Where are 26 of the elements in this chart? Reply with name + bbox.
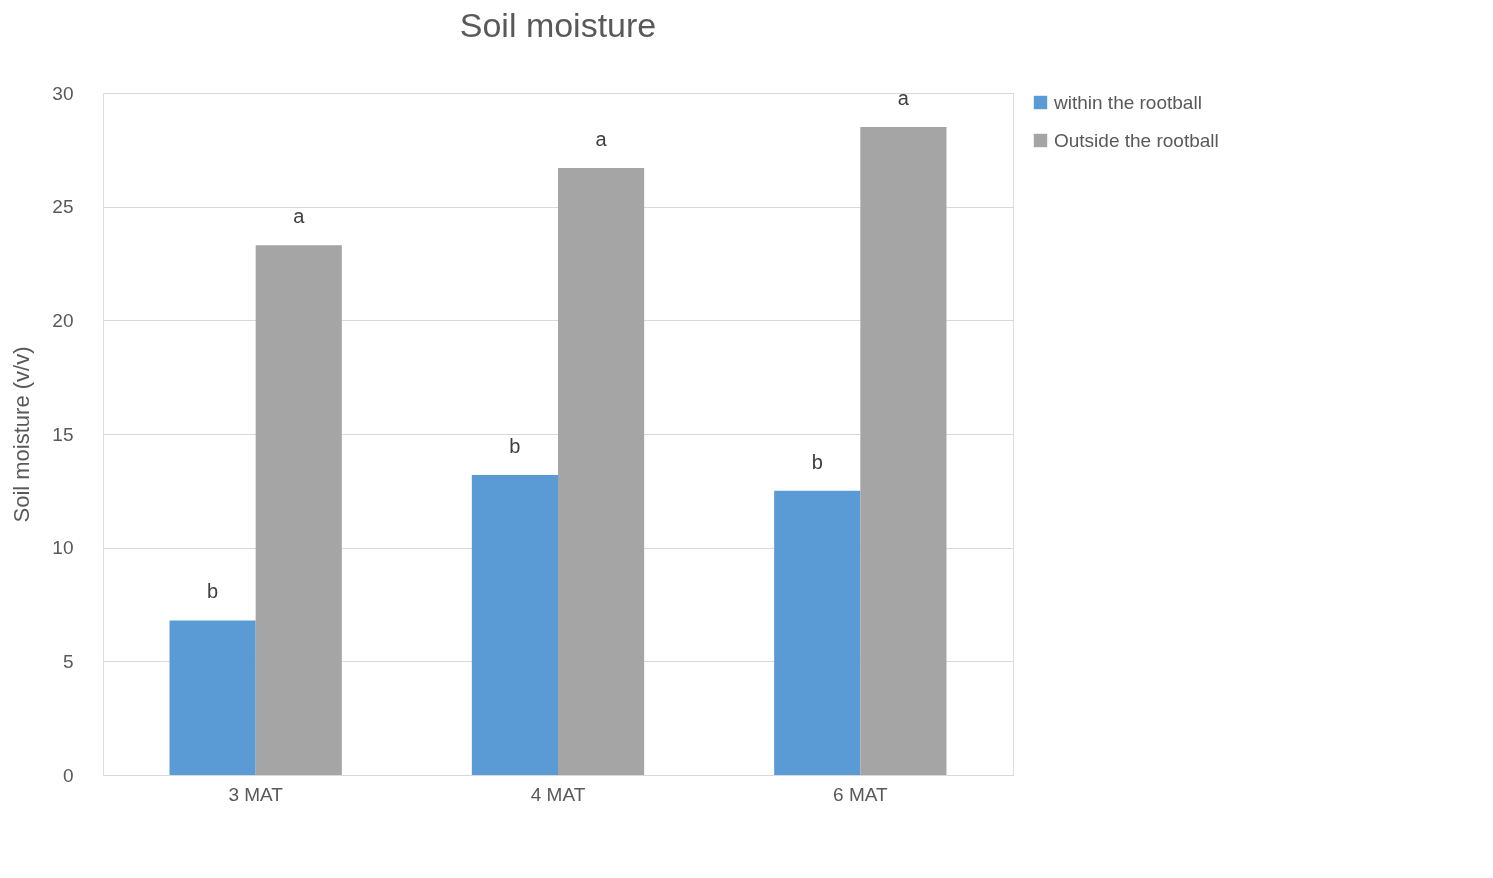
- y-tick-label: 30: [52, 82, 74, 104]
- bar: [471, 474, 558, 775]
- y-tick-label: 15: [52, 423, 74, 445]
- annotation: b: [509, 434, 521, 457]
- bar: [860, 127, 947, 775]
- bar: [558, 168, 645, 775]
- bar: [255, 245, 342, 775]
- y-tick-label: 0: [62, 764, 74, 786]
- bar: [774, 490, 861, 775]
- chart-title: Soil moisture: [459, 6, 657, 44]
- annotation: b: [207, 580, 219, 603]
- y-tick-label: 10: [52, 537, 74, 559]
- annotation: a: [595, 128, 608, 151]
- x-tick-label: 4 MAT: [530, 783, 586, 805]
- y-axis-title: Soil moisture (v/v): [9, 346, 35, 523]
- y-tick-label: 5: [62, 650, 74, 672]
- x-tick-label: 3 MAT: [228, 783, 284, 805]
- annotation: b: [811, 450, 823, 473]
- x-tick-label: 6 MAT: [833, 783, 888, 805]
- y-tick-label: 25: [52, 196, 74, 218]
- legend-label: within the rootball: [1053, 91, 1202, 113]
- bar: [169, 620, 256, 775]
- annotation: a: [897, 87, 910, 110]
- y-tick-label: 20: [52, 309, 74, 331]
- annotation: a: [293, 205, 306, 228]
- legend-label: Outside the rootball: [1054, 129, 1219, 151]
